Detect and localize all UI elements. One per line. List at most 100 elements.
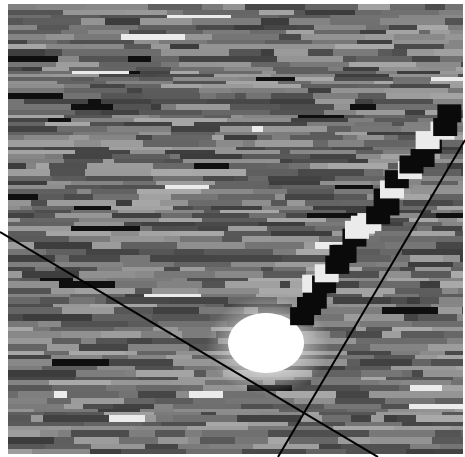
streak	[8, 222, 74, 226]
streak	[338, 437, 370, 444]
streak	[159, 40, 207, 44]
streak	[374, 355, 415, 359]
streak	[355, 10, 381, 15]
streak	[101, 110, 139, 115]
streak	[203, 176, 234, 181]
streak	[34, 242, 92, 249]
streak	[374, 81, 393, 84]
streak	[8, 366, 42, 370]
streak	[156, 415, 173, 422]
streak	[91, 444, 145, 449]
streak	[446, 140, 463, 147]
streak	[334, 189, 384, 194]
streak	[8, 132, 73, 135]
streak	[149, 115, 160, 118]
streak	[79, 271, 135, 278]
streak	[333, 49, 378, 56]
streak	[202, 4, 223, 10]
streak	[49, 380, 111, 385]
streak	[395, 288, 442, 294]
streak	[8, 18, 23, 25]
streak	[101, 93, 143, 99]
streak	[92, 242, 121, 249]
streak	[8, 200, 31, 206]
streak	[440, 56, 463, 62]
streak	[172, 380, 205, 385]
trail-block	[332, 244, 357, 263]
streak	[85, 169, 151, 176]
streak	[8, 25, 37, 30]
streak	[234, 176, 248, 181]
streak	[75, 288, 135, 294]
streak	[141, 331, 171, 338]
streak	[245, 4, 305, 10]
streak	[274, 132, 310, 135]
streak	[89, 135, 136, 140]
streak	[327, 281, 359, 288]
streak	[166, 169, 192, 176]
streak	[72, 71, 129, 74]
streak	[8, 370, 76, 377]
streak	[455, 231, 463, 236]
streak	[435, 449, 463, 454]
streak	[444, 331, 463, 338]
streak	[205, 304, 224, 307]
streak	[268, 185, 282, 189]
streak	[129, 430, 155, 437]
streak	[8, 321, 38, 327]
streak	[250, 30, 286, 34]
streak	[279, 210, 346, 213]
streak	[135, 426, 187, 430]
streak	[161, 213, 192, 218]
streak	[315, 307, 382, 314]
streak	[8, 62, 56, 67]
streak	[455, 409, 463, 412]
streak	[129, 30, 155, 34]
streak	[69, 255, 120, 262]
streak	[379, 67, 419, 71]
streak	[135, 366, 173, 370]
streak	[80, 267, 97, 271]
streak	[8, 44, 46, 49]
streak	[312, 71, 376, 74]
streak	[198, 226, 228, 231]
streak	[8, 391, 18, 398]
streak	[243, 140, 255, 147]
streak	[8, 278, 20, 281]
streak	[71, 430, 129, 437]
streak	[170, 154, 180, 159]
streak	[419, 294, 463, 297]
streak	[139, 110, 202, 115]
streak	[70, 40, 134, 44]
streak	[8, 4, 36, 10]
streak	[357, 84, 390, 88]
streak	[382, 331, 401, 338]
streak	[419, 67, 456, 71]
streak	[178, 377, 247, 380]
streak	[179, 62, 217, 67]
streak	[364, 169, 383, 176]
streak	[393, 81, 430, 84]
streak	[408, 262, 453, 267]
streak	[32, 449, 90, 454]
streak	[273, 67, 328, 71]
streak	[335, 74, 389, 77]
streak	[8, 412, 44, 415]
streak	[432, 422, 463, 426]
streak	[161, 62, 179, 67]
streak	[98, 409, 140, 412]
streak	[411, 271, 451, 278]
streak	[173, 404, 241, 409]
streak	[217, 62, 251, 67]
streak	[8, 169, 50, 176]
streak	[423, 370, 463, 377]
streak	[290, 150, 356, 154]
streak	[151, 56, 179, 62]
streak	[357, 236, 380, 242]
streak	[20, 218, 60, 222]
streak	[390, 84, 450, 88]
streak	[248, 176, 268, 181]
streak	[417, 226, 432, 231]
streak	[69, 67, 136, 71]
streak	[8, 422, 61, 426]
